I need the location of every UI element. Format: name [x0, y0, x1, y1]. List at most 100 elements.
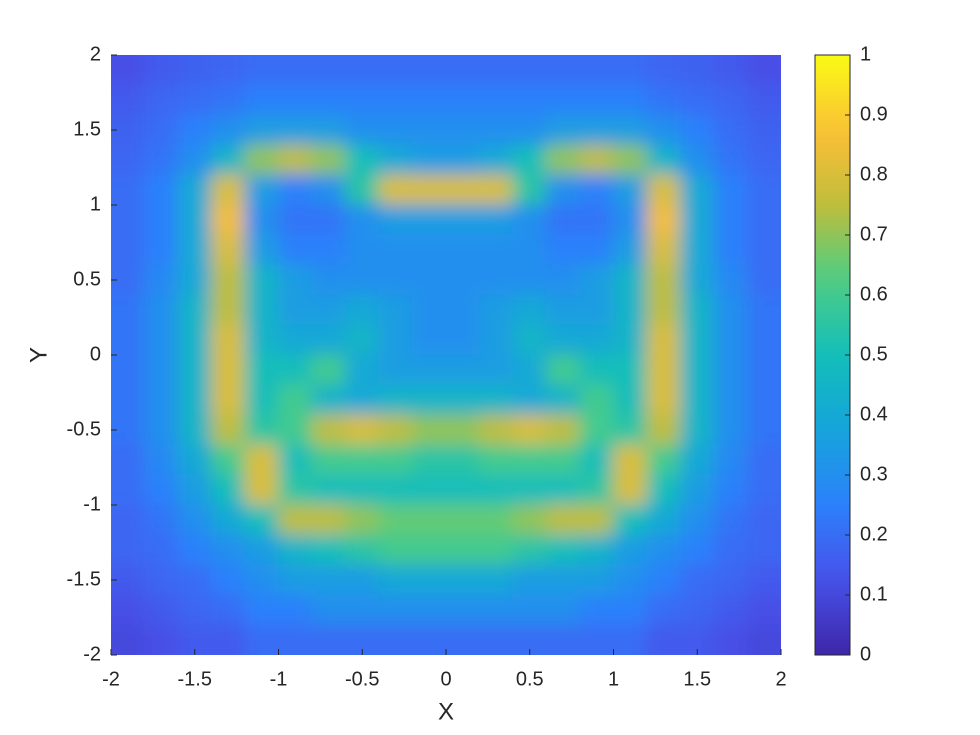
heatmap-cell [378, 204, 413, 236]
heatmap-cell [311, 234, 346, 266]
heatmap-cell [747, 474, 781, 506]
heatmap-cell [244, 444, 279, 476]
heatmap-cell [144, 84, 179, 116]
heatmap-cell [512, 384, 547, 416]
heatmap-cell [479, 564, 514, 596]
heatmap-cell [546, 474, 581, 506]
heatmap-cell [680, 114, 715, 146]
heatmap-cell [747, 534, 781, 566]
colorbar-tick-label: 0.7 [860, 223, 888, 245]
heatmap-cell [479, 144, 514, 176]
heatmap-cell [445, 594, 480, 626]
heatmap-cell [512, 594, 547, 626]
heatmap-cell [713, 84, 748, 116]
heatmap-cell [111, 294, 145, 326]
heatmap-cell [211, 534, 246, 566]
heatmap-cell [713, 534, 748, 566]
heatmap-cell [378, 564, 413, 596]
heatmap-cell [579, 444, 614, 476]
heatmap-cell [144, 354, 179, 386]
heatmap-cell [345, 174, 380, 206]
heatmap-cell [613, 234, 648, 266]
heatmap-cell [278, 114, 313, 146]
y-tick-label: -2 [83, 643, 101, 665]
heatmap-cell [412, 444, 447, 476]
heatmap-cell [646, 144, 681, 176]
heatmap-cell [680, 444, 715, 476]
heatmap-cell [412, 174, 447, 206]
heatmap-cell [680, 55, 715, 86]
heatmap-cell [479, 234, 514, 266]
heatmap-cell [613, 444, 648, 476]
heatmap-cell [546, 264, 581, 296]
heatmap-cell [412, 594, 447, 626]
heatmap-cell [479, 84, 514, 116]
heatmap-cell [177, 55, 212, 86]
heatmap-cell [546, 294, 581, 326]
heatmap-cell [646, 444, 681, 476]
heatmap-cell [244, 324, 279, 356]
heatmap-cell [747, 354, 781, 386]
heatmap-cell [211, 354, 246, 386]
heatmap-cell [479, 534, 514, 566]
heatmap-cell [747, 114, 781, 146]
heatmap-cell [345, 354, 380, 386]
heatmap-cell [111, 354, 145, 386]
heatmap-cell [412, 204, 447, 236]
heatmap-cell [211, 444, 246, 476]
heatmap-cell [579, 474, 614, 506]
heatmap-cell [613, 594, 648, 626]
heatmap-cell [412, 264, 447, 296]
heatmap-cell [546, 114, 581, 146]
y-tick-label: 2 [90, 43, 101, 65]
heatmap-cell [713, 504, 748, 536]
heatmap-cell [311, 174, 346, 206]
y-tick-label: 0.5 [73, 268, 101, 290]
colorbar [814, 54, 851, 656]
heatmap-cell [345, 324, 380, 356]
heatmap-cell [445, 114, 480, 146]
heatmap-cell [311, 324, 346, 356]
heatmap-cell [311, 294, 346, 326]
heatmap-cell [378, 444, 413, 476]
heatmap-cell [378, 114, 413, 146]
heatmap-cell [680, 234, 715, 266]
heatmap-cell [680, 474, 715, 506]
heatmap-cell [278, 324, 313, 356]
heatmap-cell [177, 114, 212, 146]
axes: -2 -1.5 -1 -0.5 0 0.5 1 1.5 2 -2 -1.5 -1 -0.5 0 0.5 1 1.… [67, 43, 888, 690]
heatmap-cell [579, 504, 614, 536]
heatmap [111, 55, 781, 655]
heatmap-cell [613, 144, 648, 176]
heatmap-cell [713, 114, 748, 146]
heatmap-cell [445, 384, 480, 416]
heatmap-cell [579, 114, 614, 146]
heatmap-cell [211, 234, 246, 266]
heatmap-cell [244, 564, 279, 596]
heatmap-cell [177, 564, 212, 596]
heatmap-cell [479, 594, 514, 626]
heatmap-cell [479, 474, 514, 506]
heatmap-cell [211, 55, 246, 86]
heatmap-cell [646, 474, 681, 506]
heatmap-cell [278, 55, 313, 86]
heatmap-cell [546, 564, 581, 596]
heatmap-cell [111, 324, 145, 356]
heatmap-cell [345, 84, 380, 116]
y-tick-label: 0 [90, 343, 101, 365]
heatmap-cell [378, 384, 413, 416]
heatmap-cell [177, 414, 212, 446]
heatmap-cell [177, 264, 212, 296]
heatmap-cell [244, 384, 279, 416]
heatmap-cell [747, 594, 781, 626]
heatmap-cell [479, 444, 514, 476]
heatmap-cell [512, 144, 547, 176]
heatmap-cell [546, 354, 581, 386]
heatmap-cell [412, 474, 447, 506]
heatmap-cell [546, 504, 581, 536]
y-tick-label: -1 [83, 493, 101, 515]
heatmap-cell [579, 294, 614, 326]
heatmap-cell [479, 414, 514, 446]
heatmap-cell [177, 144, 212, 176]
heatmap-cell [445, 534, 480, 566]
